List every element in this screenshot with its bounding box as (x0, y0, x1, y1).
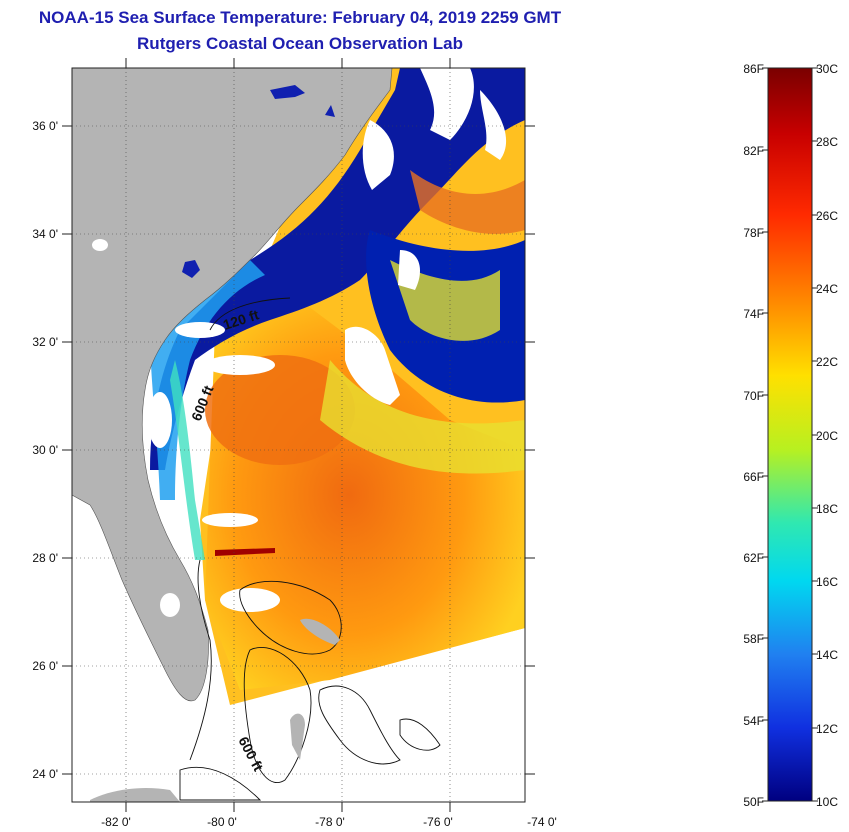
colorbar-f-label: 66F (743, 470, 764, 484)
colorbar-c-label: 30C (816, 62, 838, 76)
inland-clouds (92, 239, 180, 617)
colorbar-c-label: 14C (816, 648, 838, 662)
map-title: NOAA-15 Sea Surface Temperature: Februar… (38, 8, 562, 27)
lat-label-30: 30 0' (32, 443, 58, 457)
map-frame (71, 67, 526, 803)
land-mass (72, 68, 393, 702)
colorbar-c-label: 16C (816, 575, 838, 589)
colorbar-ticks (762, 67, 818, 802)
inland-water (182, 85, 335, 278)
lon-label-78: -78 0' (315, 815, 345, 829)
colorbar-c-label: 18C (816, 502, 838, 516)
colorbar-f-label: 82F (743, 144, 764, 158)
cold-shelf-water (150, 68, 525, 470)
colorbar-f-label: 54F (743, 714, 764, 728)
colorbar-f-label: 74F (743, 307, 764, 321)
colorbar-c-label: 28C (816, 135, 838, 149)
lat-label-26: 26 0' (32, 659, 58, 673)
front-band (320, 360, 525, 474)
colorbar-c-label: 20C (816, 429, 838, 443)
colorbar-c-label: 26C (816, 209, 838, 223)
colorbar-f-label: 62F (743, 551, 764, 565)
colorbar-c-label: 24C (816, 282, 838, 296)
warm-eddy (205, 355, 355, 465)
lon-label-74: -74 0' (527, 815, 557, 829)
lat-label-36: 36 0' (32, 119, 58, 133)
andros-island (290, 713, 305, 760)
colorbar-f-label: 58F (743, 632, 764, 646)
cloud-cover (148, 68, 507, 612)
colorbar-f-label: 86F (743, 62, 764, 76)
colorbar-f-label: 70F (743, 389, 764, 403)
colorbar-f-label: 78F (743, 226, 764, 240)
colorbar-c-label: 12C (816, 722, 838, 736)
lat-label-34: 34 0' (32, 227, 58, 241)
bahamas-isobaths (179, 297, 441, 801)
lat-label-32: 32 0' (32, 335, 58, 349)
lon-label-82: -82 0' (101, 815, 131, 829)
colorbar (767, 67, 813, 802)
colorbar-f-label: 50F (743, 795, 764, 809)
lon-label-80: -80 0' (207, 815, 237, 829)
cuba-coast (90, 788, 180, 802)
colorbar-c-label: 10C (816, 795, 838, 809)
lon-label-76: -76 0' (423, 815, 453, 829)
lat-label-24: 24 0' (32, 767, 58, 781)
axis-ticks (62, 58, 535, 812)
colorbar-c-label: 22C (816, 355, 838, 369)
map-subtitle: Rutgers Coastal Ocean Observation Lab (137, 34, 463, 53)
lat-label-28: 28 0' (32, 551, 58, 565)
